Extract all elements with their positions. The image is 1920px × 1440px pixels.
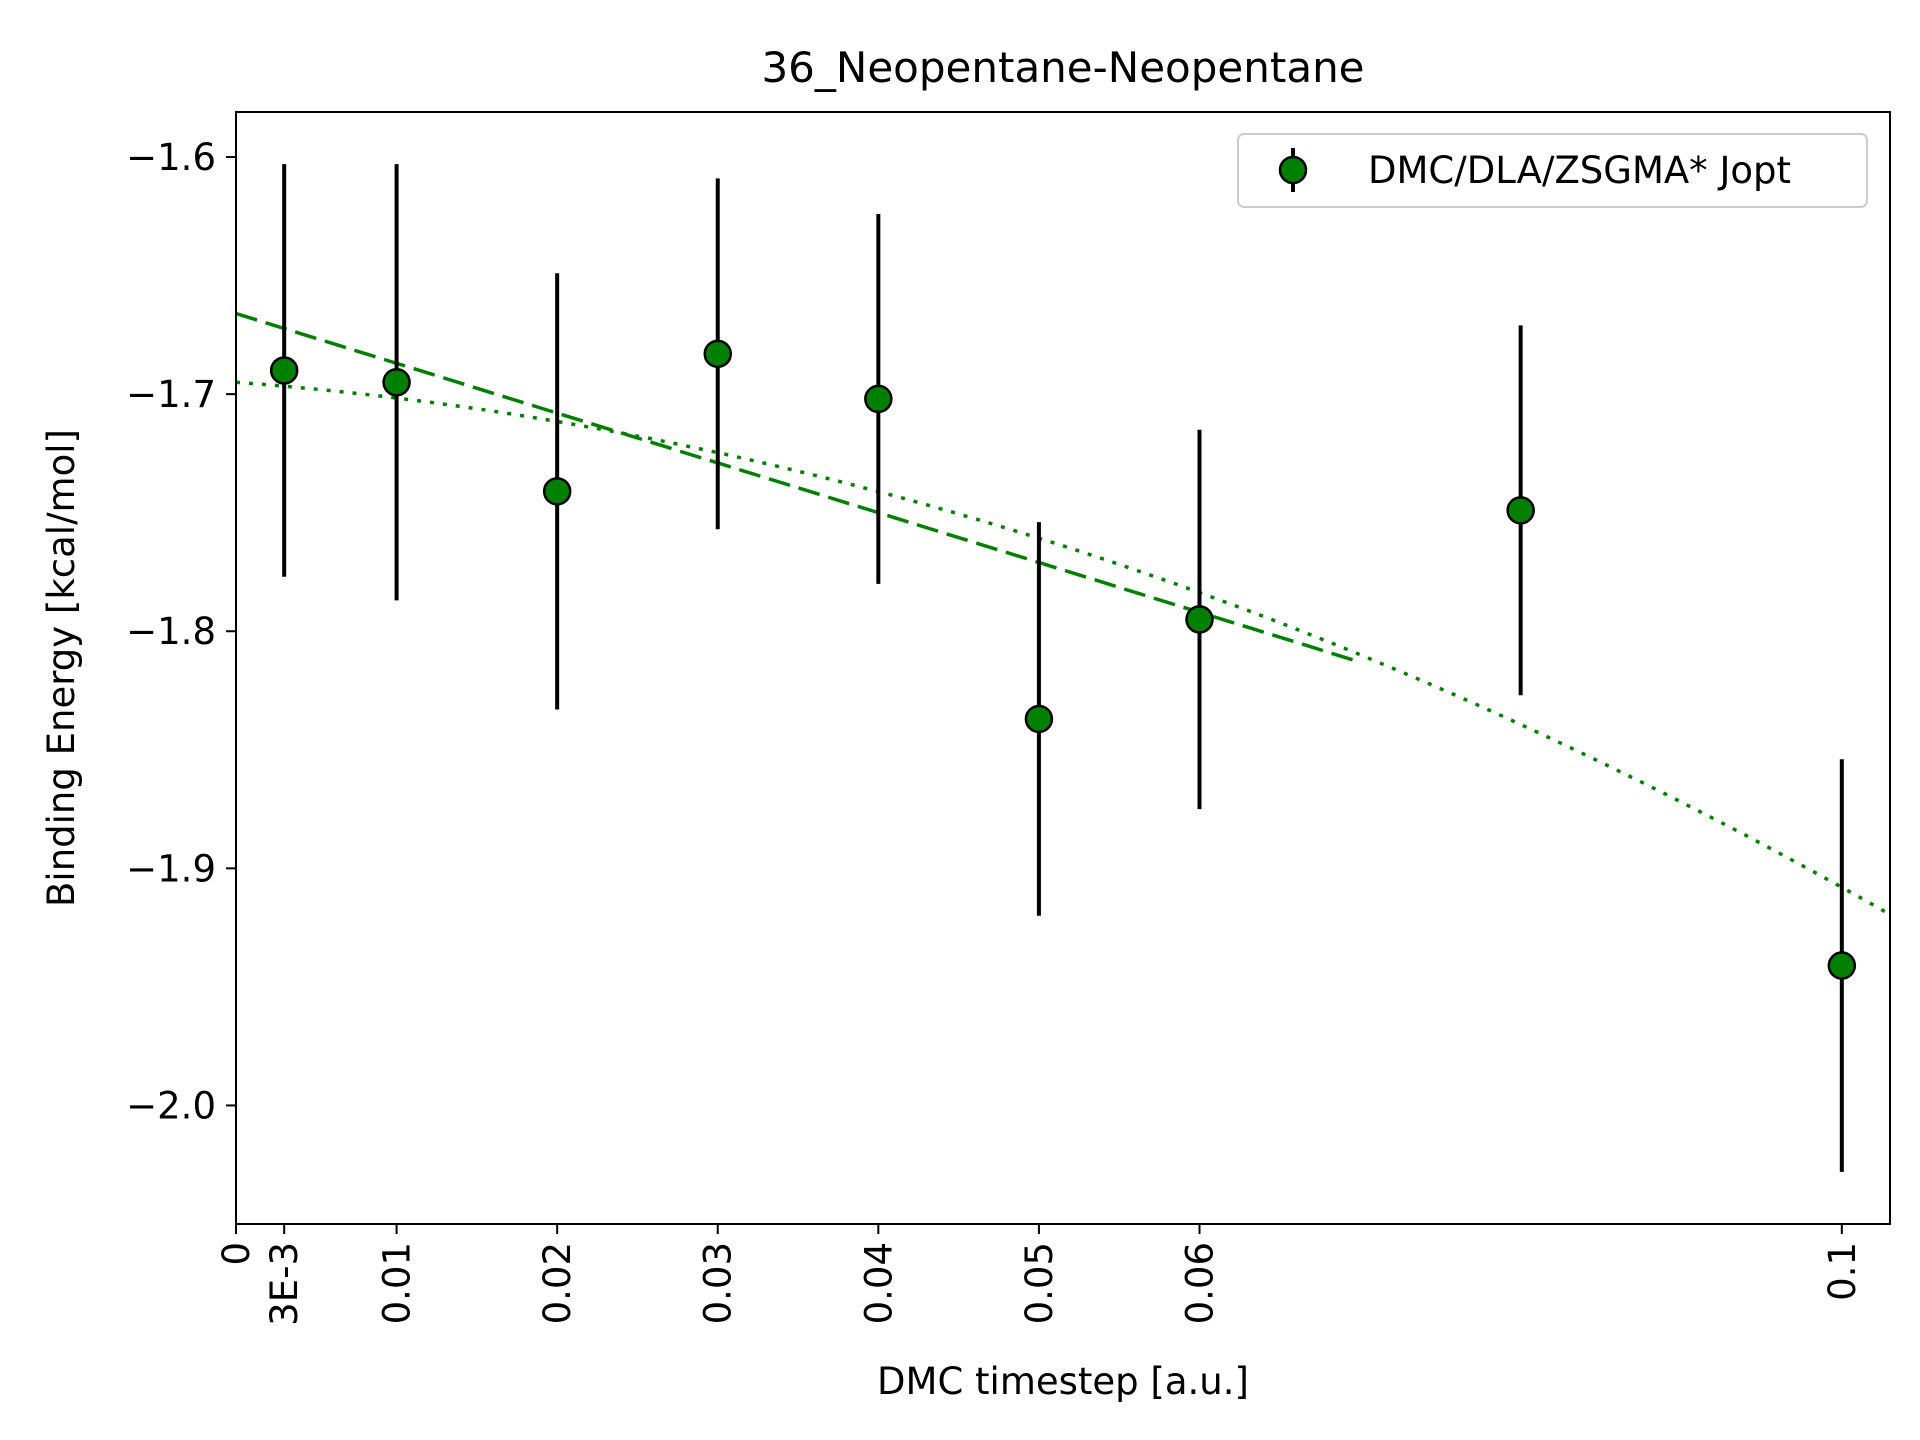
data-point [1827, 951, 1857, 980]
quadratic-fit-line [235, 380, 1891, 916]
plot-area-frame [235, 111, 1891, 1225]
data-point [269, 356, 299, 385]
y-axis-ticks: −1.6 −1.7 −1.8 −1.9 −2.0 [126, 136, 236, 1127]
data-point [1185, 605, 1214, 634]
y-axis-label: Binding Energy [kcal/mol] [40, 429, 83, 907]
error-bars [282, 164, 1844, 1172]
legend: DMC/DLA/ZSGMA* Jopt [1237, 133, 1868, 208]
y-tick-label: −2.0 [126, 1084, 216, 1127]
chart-title: 36_Neopentane-Neopentane [761, 43, 1364, 92]
x-tick-label: 3E-3 [263, 1242, 306, 1326]
data-point [1024, 704, 1054, 734]
legend-label: DMC/DLA/ZSGMA* Jopt [1368, 149, 1791, 192]
x-tick-label: 0 [215, 1242, 258, 1266]
legend-box [1237, 133, 1868, 208]
y-tick-label: −1.8 [126, 610, 216, 653]
x-tick-label: 0.02 [536, 1242, 579, 1324]
linear-fit-line [235, 311, 1361, 664]
x-tick-label: 0.06 [1178, 1242, 1221, 1324]
data-point [542, 477, 572, 506]
y-tick-label: −1.7 [126, 373, 216, 416]
data-point [1506, 496, 1535, 525]
y-tick-label: −1.6 [126, 136, 216, 179]
data-point [864, 384, 893, 414]
x-tick-label: 0.03 [697, 1242, 740, 1324]
legend-point-marker [1278, 155, 1308, 185]
x-axis-ticks: 0 3E-3 0.01 0.02 0.03 0.04 0.05 0.06 0.1 [215, 1224, 1864, 1326]
data-points [269, 339, 1857, 980]
data-point [382, 368, 411, 397]
fit-lines [235, 311, 1891, 916]
x-tick-label: 0.1 [1821, 1242, 1864, 1301]
y-tick-label: −1.9 [126, 847, 216, 890]
x-tick-label: 0.01 [376, 1242, 419, 1324]
data-point [703, 339, 732, 369]
x-tick-label: 0.04 [857, 1242, 900, 1324]
x-tick-label: 0.05 [1018, 1242, 1061, 1324]
x-axis-label: DMC timestep [a.u.] [877, 1360, 1249, 1403]
